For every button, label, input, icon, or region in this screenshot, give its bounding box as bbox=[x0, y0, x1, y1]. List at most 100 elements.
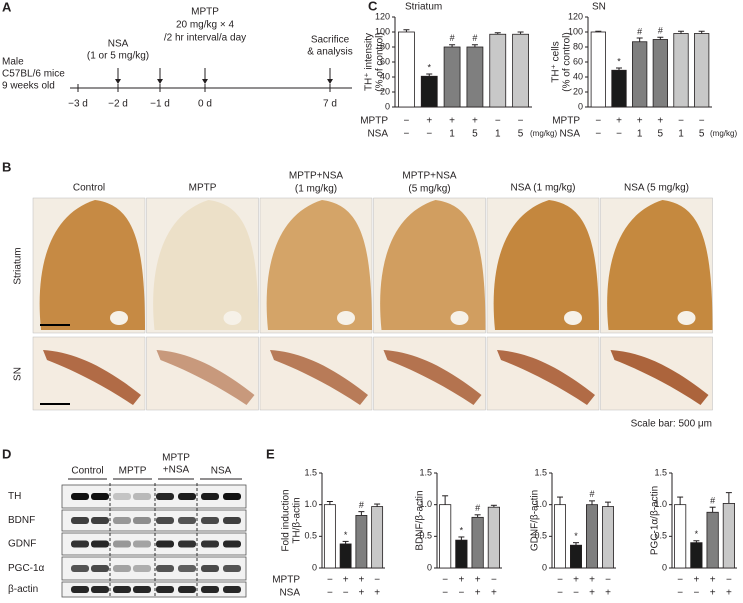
condition-symbol: + bbox=[491, 588, 497, 598]
condition-symbol: 5 bbox=[658, 129, 664, 140]
bar bbox=[590, 31, 606, 108]
band bbox=[71, 493, 89, 500]
column-label: MPTP+NSA bbox=[289, 171, 344, 182]
y-axis-label: PGC-1α/β-actin bbox=[650, 486, 661, 555]
ventricle bbox=[110, 311, 128, 325]
band bbox=[133, 493, 151, 500]
protein-label: BDNF bbox=[8, 515, 35, 526]
significance-mark: # bbox=[637, 26, 642, 36]
band bbox=[178, 586, 196, 593]
y-tick-label: 1.5 bbox=[304, 467, 317, 477]
condition-symbol: 5 bbox=[518, 129, 524, 140]
band bbox=[71, 586, 89, 593]
y-tick-label: 0.5 bbox=[304, 531, 317, 541]
condition-symbol: − bbox=[573, 588, 579, 598]
y-tick-label: 100 bbox=[375, 26, 390, 36]
sn-band bbox=[497, 350, 595, 405]
bar bbox=[652, 39, 668, 108]
bar bbox=[355, 515, 368, 569]
y-tick-label: 0.5 bbox=[419, 531, 432, 541]
condition-symbol: − bbox=[343, 588, 349, 598]
subject-text: Male bbox=[2, 57, 24, 68]
band bbox=[178, 540, 196, 548]
striatum-tissue bbox=[266, 200, 372, 330]
y-axis-label: TH⁺ cells bbox=[551, 41, 562, 82]
column-label: MPTP bbox=[189, 183, 217, 194]
significance-mark: # bbox=[658, 26, 663, 36]
band bbox=[113, 586, 131, 593]
y-tick-label: 1.0 bbox=[419, 499, 432, 509]
condition-symbol: − bbox=[442, 575, 448, 586]
significance-mark: # bbox=[710, 496, 715, 506]
y-tick-label: 120 bbox=[568, 11, 583, 21]
y-tick-label: 1.0 bbox=[534, 499, 547, 509]
condition-symbol: + bbox=[589, 575, 595, 586]
y-tick-label: 100 bbox=[568, 26, 583, 36]
condition-symbol: + bbox=[475, 575, 481, 586]
significance-mark: * bbox=[617, 56, 621, 66]
band bbox=[223, 517, 241, 524]
condition-symbol: − bbox=[678, 116, 684, 127]
bar bbox=[632, 41, 648, 108]
lane-label: NSA bbox=[211, 466, 232, 477]
band bbox=[178, 493, 196, 500]
band bbox=[201, 540, 219, 548]
lane-label: Control bbox=[71, 466, 103, 477]
condition-symbol: − bbox=[693, 588, 699, 598]
band bbox=[223, 586, 241, 593]
arrow-head bbox=[327, 79, 333, 84]
condition-symbol: + bbox=[573, 575, 579, 586]
y-tick-label: 20 bbox=[573, 86, 583, 96]
bar bbox=[512, 33, 529, 108]
condition-symbol: 5 bbox=[472, 129, 478, 140]
y-axis-label: (% of control) bbox=[562, 32, 573, 91]
ventricle bbox=[677, 311, 696, 325]
condition-symbol: + bbox=[710, 575, 716, 586]
ventricle bbox=[564, 311, 582, 325]
band bbox=[113, 493, 131, 500]
bar bbox=[673, 33, 689, 108]
y-tick-label: 0 bbox=[312, 562, 317, 572]
y-tick-label: 1.5 bbox=[654, 467, 667, 477]
condition-label: NSA bbox=[279, 588, 300, 598]
condition-symbol: − bbox=[677, 588, 683, 598]
sn-band bbox=[270, 350, 368, 405]
condition-symbol: + bbox=[358, 575, 364, 586]
condition-symbol: − bbox=[518, 116, 524, 127]
row-label: SN bbox=[13, 367, 24, 381]
significance-mark: * bbox=[574, 531, 578, 541]
arrow-head bbox=[157, 79, 163, 84]
significance-mark: # bbox=[472, 33, 477, 43]
condition-symbol: − bbox=[595, 129, 601, 140]
band bbox=[201, 517, 219, 524]
significance-mark: * bbox=[460, 525, 464, 535]
y-tick-label: 0 bbox=[662, 562, 667, 572]
y-axis-label: TH⁺ intensity bbox=[364, 33, 375, 91]
subject-text: 9 weeks old bbox=[2, 81, 55, 92]
lane-label: MPTP bbox=[119, 466, 147, 477]
mptp-text: /2 hr interval/a day bbox=[164, 33, 246, 44]
significance-mark: # bbox=[450, 33, 455, 43]
panel-label: D bbox=[2, 446, 11, 461]
band bbox=[156, 540, 174, 548]
y-tick-label: 40 bbox=[573, 71, 583, 81]
bar bbox=[443, 46, 461, 108]
significance-mark: # bbox=[475, 503, 480, 513]
arrow-head bbox=[115, 79, 121, 84]
protein-label: β-actin bbox=[8, 584, 38, 595]
y-tick-label: 1.5 bbox=[534, 467, 547, 477]
column-label: Control bbox=[73, 183, 105, 194]
condition-symbol: + bbox=[475, 588, 481, 598]
significance-mark: # bbox=[359, 500, 364, 510]
y-axis-label: (% of control) bbox=[375, 32, 386, 91]
y-tick-label: 80 bbox=[380, 41, 390, 51]
band bbox=[178, 517, 196, 524]
panel-label: A bbox=[2, 0, 12, 14]
band bbox=[113, 540, 131, 548]
bar bbox=[694, 33, 710, 108]
y-tick-label: 0.5 bbox=[654, 531, 667, 541]
condition-symbol: − bbox=[616, 129, 622, 140]
condition-symbol: − bbox=[374, 575, 380, 586]
condition-symbol: + bbox=[589, 588, 595, 598]
